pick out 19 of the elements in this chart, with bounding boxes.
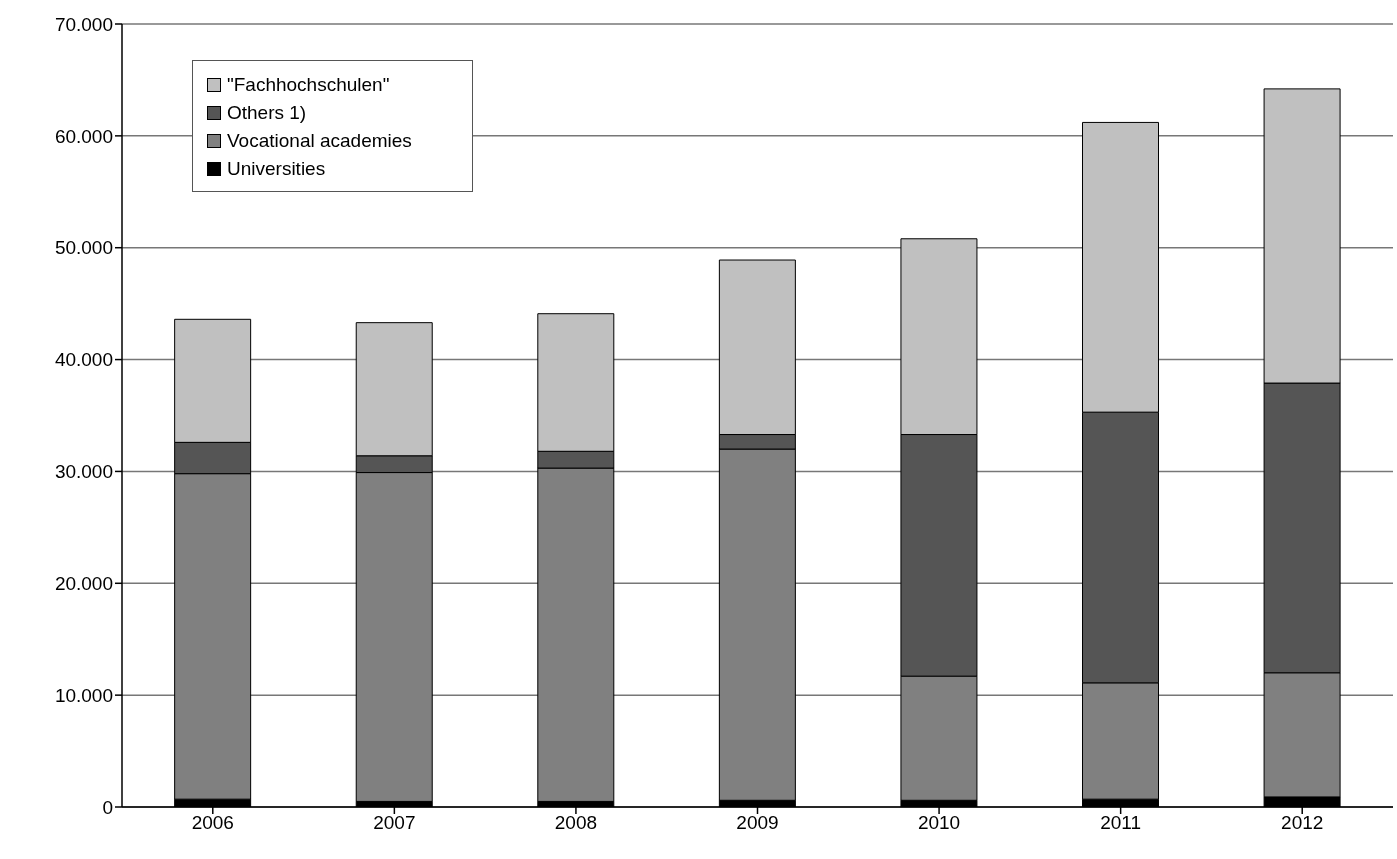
x-tick-label: 2010 bbox=[917, 812, 961, 834]
y-tick-label: 10.000 bbox=[54, 684, 113, 706]
legend-label: Universities bbox=[227, 158, 326, 180]
x-tick-label: 2006 bbox=[191, 812, 234, 834]
y-tick-label: 60.000 bbox=[54, 125, 113, 147]
y-tick-label: 0 bbox=[102, 796, 113, 818]
legend-label: "Fachhochschulen" bbox=[227, 74, 390, 96]
x-tick-label: 2011 bbox=[1100, 812, 1142, 834]
y-tick-label: 70.000 bbox=[54, 13, 113, 35]
legend-label: Others 1) bbox=[227, 102, 307, 124]
y-tick-label: 20.000 bbox=[54, 573, 113, 595]
x-tick-label: 2008 bbox=[554, 812, 598, 834]
x-tick-label: 2009 bbox=[736, 812, 779, 834]
legend-label: Vocational academies bbox=[227, 130, 412, 152]
y-tick-label: 50.000 bbox=[54, 237, 113, 259]
y-tick-label: 40.000 bbox=[54, 349, 113, 371]
x-tick-label: 2007 bbox=[373, 812, 416, 834]
y-tick-label: 30.000 bbox=[54, 461, 113, 483]
x-tick-label: 2012 bbox=[1281, 812, 1324, 834]
